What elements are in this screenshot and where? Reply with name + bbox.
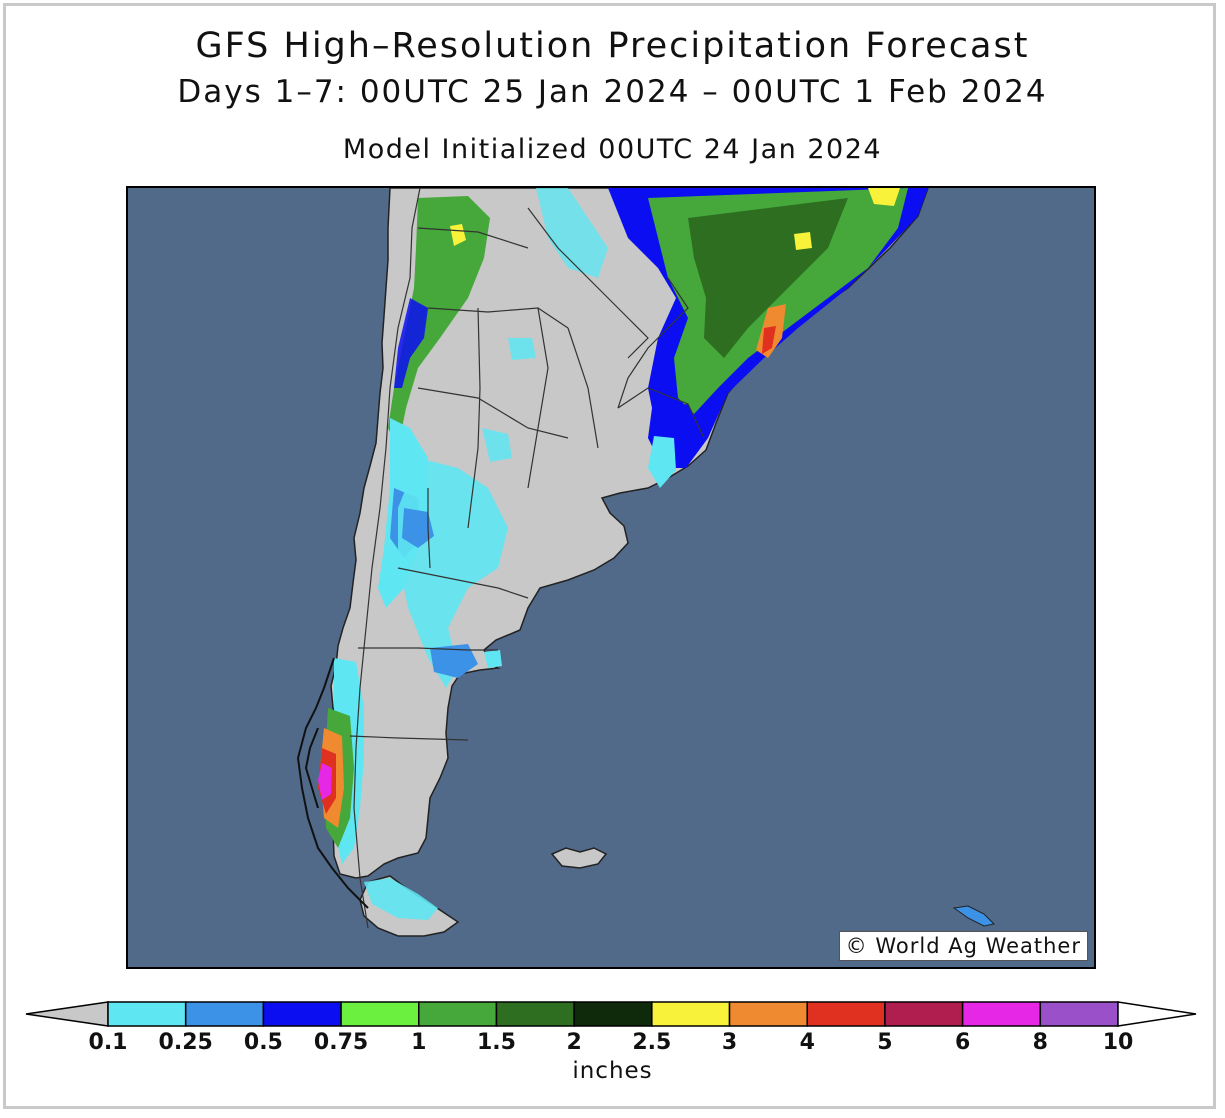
color-legend bbox=[25, 1001, 1197, 1027]
precip-peninsula-valdes bbox=[484, 650, 502, 668]
legend-over-arrow bbox=[1117, 1001, 1197, 1027]
legend-under-arrow bbox=[25, 1001, 109, 1027]
border-province-7 bbox=[349, 735, 469, 741]
legend-bin bbox=[495, 1001, 575, 1027]
legend-tick-label: 0.75 bbox=[313, 1030, 369, 1055]
precip-bahia-blanca-blue bbox=[430, 644, 478, 678]
forecast-period: Days 1–7: 00UTC 25 Jan 2024 – 00UTC 1 Fe… bbox=[177, 74, 1048, 110]
credit-text: World Ag Weather bbox=[875, 934, 1081, 958]
legend-bin bbox=[262, 1001, 342, 1027]
color-legend-bins bbox=[25, 1001, 1197, 1027]
legend-tick-label: 8 bbox=[1032, 1030, 1048, 1055]
legend-bin bbox=[1039, 1001, 1119, 1027]
border-paraguay bbox=[527, 207, 649, 359]
legend-bin bbox=[884, 1001, 964, 1027]
border-province-1 bbox=[427, 307, 569, 329]
precip-tdf-lightblue bbox=[364, 878, 438, 920]
legend-units: inches bbox=[572, 1058, 653, 1084]
precip-argentina-blue bbox=[402, 508, 434, 548]
legend-bin bbox=[651, 1001, 731, 1027]
precip-misc-lightblue bbox=[508, 338, 536, 360]
precip-patagonia-magenta bbox=[318, 763, 332, 800]
map-canvas bbox=[128, 188, 1094, 967]
legend-bin bbox=[184, 1001, 265, 1027]
legend-tick-label: 4 bbox=[799, 1030, 815, 1055]
legend-tick-label: 0.25 bbox=[158, 1030, 213, 1055]
legend-bin bbox=[418, 1001, 498, 1027]
precip-brazil-yellow-2 bbox=[794, 232, 812, 250]
border-province-8 bbox=[427, 488, 431, 569]
precip-brazil-coast-red bbox=[762, 326, 776, 354]
page-title: GFS High–Resolution Precipitation Foreca… bbox=[195, 26, 1030, 66]
legend-tick-label: 10 bbox=[1102, 1030, 1134, 1055]
legend-tick-label: 2 bbox=[566, 1030, 582, 1055]
legend-bin bbox=[573, 1001, 653, 1027]
legend-bin bbox=[961, 1001, 1042, 1027]
border-province-2 bbox=[417, 387, 569, 439]
legend-tick-label: 1 bbox=[411, 1030, 427, 1055]
precip-chile-yellow bbox=[450, 224, 466, 246]
precip-chile-north-blue bbox=[394, 298, 428, 388]
precip-north-argentina-lightblue bbox=[536, 188, 608, 278]
land-south-georgia bbox=[952, 905, 996, 927]
border-province-9 bbox=[567, 327, 599, 449]
border-chile-argentina bbox=[353, 188, 421, 929]
border-argentina-bolivia bbox=[417, 227, 529, 249]
precip-chile-north-green bbox=[388, 196, 490, 448]
legend-bin bbox=[728, 1001, 808, 1027]
legend-tick-label: 6 bbox=[954, 1030, 971, 1055]
legend-bin bbox=[340, 1001, 420, 1027]
legend-tick-label: 0.5 bbox=[243, 1030, 283, 1055]
legend-tick-label: 2.5 bbox=[632, 1030, 672, 1055]
land-falkland-islands bbox=[550, 847, 608, 869]
border-province-3 bbox=[467, 307, 481, 529]
border-province-4 bbox=[527, 307, 549, 489]
legend-tick-label: 1.5 bbox=[476, 1030, 516, 1055]
legend-tick-label: 3 bbox=[721, 1030, 738, 1055]
credit-badge: © World Ag Weather bbox=[838, 931, 1088, 961]
border-argentina-brazil bbox=[617, 277, 689, 409]
border-province-6 bbox=[358, 647, 498, 651]
legend-bin bbox=[806, 1001, 886, 1027]
border-uruguay bbox=[617, 387, 705, 439]
political-borders bbox=[349, 188, 705, 929]
model-initialized: Model Initialized 00UTC 24 Jan 2024 bbox=[342, 134, 883, 165]
precip-cordoba-lightblue bbox=[482, 428, 512, 462]
legend-tick-label: 0.1 bbox=[88, 1030, 128, 1055]
precipitation-map: © World Ag Weather bbox=[126, 186, 1096, 969]
precip-uruguay-lightblue bbox=[648, 436, 676, 488]
land-south-america bbox=[330, 188, 929, 879]
legend-bin bbox=[107, 1001, 187, 1027]
border-province-5 bbox=[397, 567, 529, 599]
precip-brazil-yellow-1 bbox=[868, 188, 900, 206]
legend-tick-label: 5 bbox=[877, 1030, 893, 1055]
coastline-fjords bbox=[296, 657, 369, 909]
